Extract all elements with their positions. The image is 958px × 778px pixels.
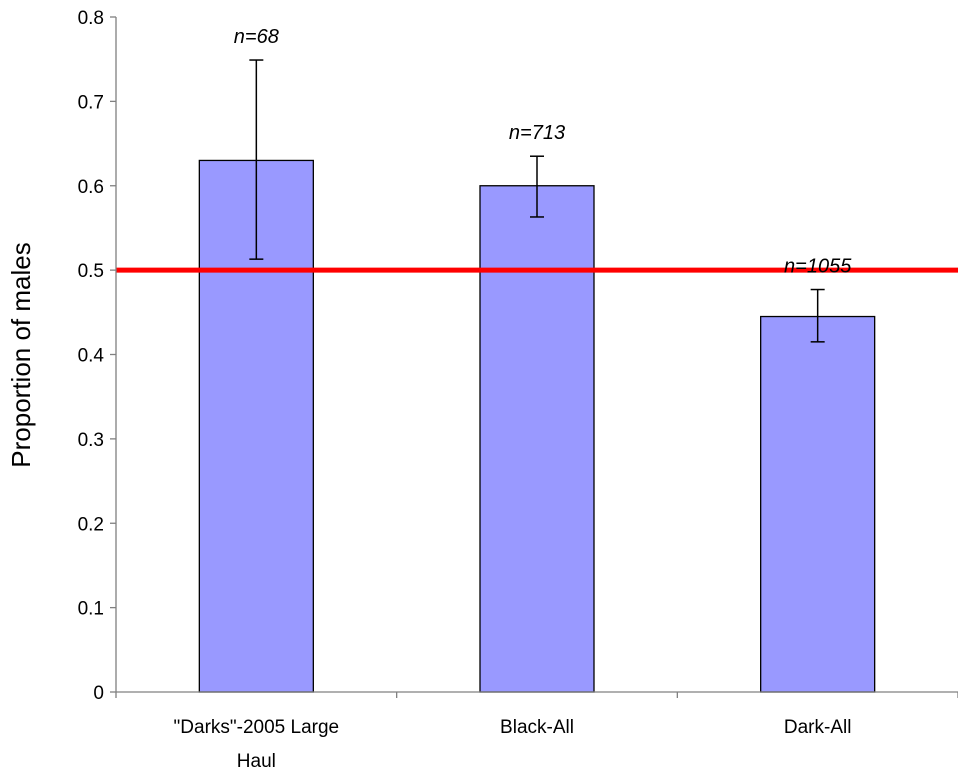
- y-tick-label-3: 0.3: [78, 430, 104, 451]
- y-tick-label-7: 0.7: [78, 92, 104, 113]
- y-tick-label-2: 0.2: [78, 514, 104, 535]
- sample-size-label-2: n=713: [509, 122, 565, 144]
- bar-3: [760, 315, 876, 693]
- sample-size-label-3: n=1055: [784, 256, 852, 278]
- sample-size-label-1: n=68: [234, 26, 279, 48]
- x-category-label-1-line-1: "Darks"-2005 Large: [174, 717, 340, 738]
- x-category-label-2: Black-All: [500, 717, 574, 738]
- y-tick-label-6: 0.6: [78, 177, 104, 198]
- y-axis-title: Proportion of males: [6, 242, 36, 467]
- y-tick-label-5: 0.5: [78, 261, 104, 282]
- x-category-label-1-line-2: Haul: [237, 751, 276, 772]
- y-tick-label-8: 0.8: [78, 8, 104, 29]
- y-tick-label-0: 0: [93, 683, 104, 704]
- bar-2: [479, 185, 595, 693]
- y-tick-label-4: 0.4: [78, 346, 105, 367]
- plot-area: 0 0.1 0.2 0.3 0.4 0.5 0.6 0.7 0.8 "Darks"-2005 La…: [78, 8, 958, 772]
- x-category-label-3: Dark-All: [784, 717, 852, 738]
- y-tick-label-1: 0.1: [78, 599, 104, 620]
